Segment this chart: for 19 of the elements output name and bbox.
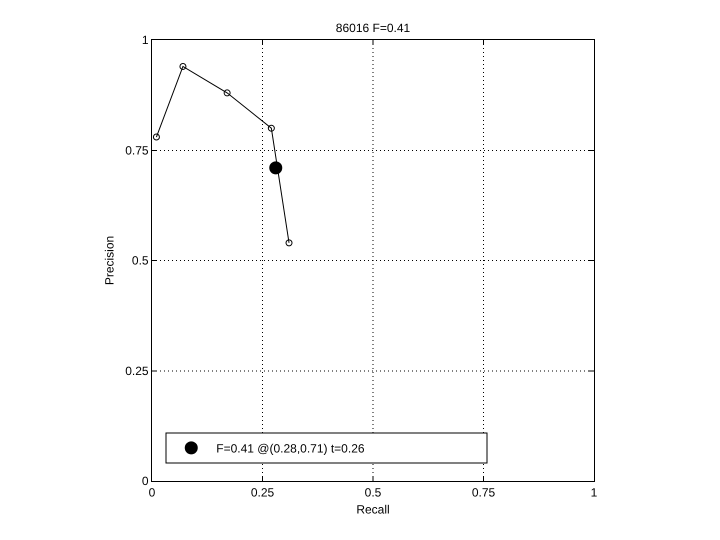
point — [286, 239, 293, 246]
point — [179, 62, 186, 70]
y-tick-label: 0.75 — [125, 143, 149, 158]
y-tick-label: 0.5 — [132, 254, 149, 268]
y-axis-title: Precision — [102, 236, 117, 286]
y-tick-label: 0 — [142, 474, 149, 488]
y-tick-label: 1 — [142, 33, 149, 48]
chart-title: 86016 F=0.41 — [336, 21, 411, 36]
point — [268, 124, 275, 132]
x-tick-label: 0.75 — [472, 485, 496, 500]
point — [269, 161, 282, 174]
point — [224, 89, 231, 96]
point — [152, 134, 160, 141]
x-tick-label: 0.5 — [364, 485, 382, 500]
y-tick-label: 0.25 — [125, 364, 149, 378]
x-tick-label: 0.25 — [250, 485, 274, 500]
x-tick-label: 1 — [590, 485, 598, 500]
legend-label: F=0.41 @(0.28,0.71) t=0.26 — [216, 442, 365, 456]
x-axis-title: Recall — [356, 502, 390, 516]
